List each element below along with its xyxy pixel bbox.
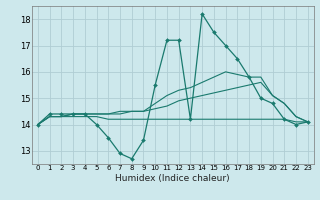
X-axis label: Humidex (Indice chaleur): Humidex (Indice chaleur) <box>116 174 230 183</box>
